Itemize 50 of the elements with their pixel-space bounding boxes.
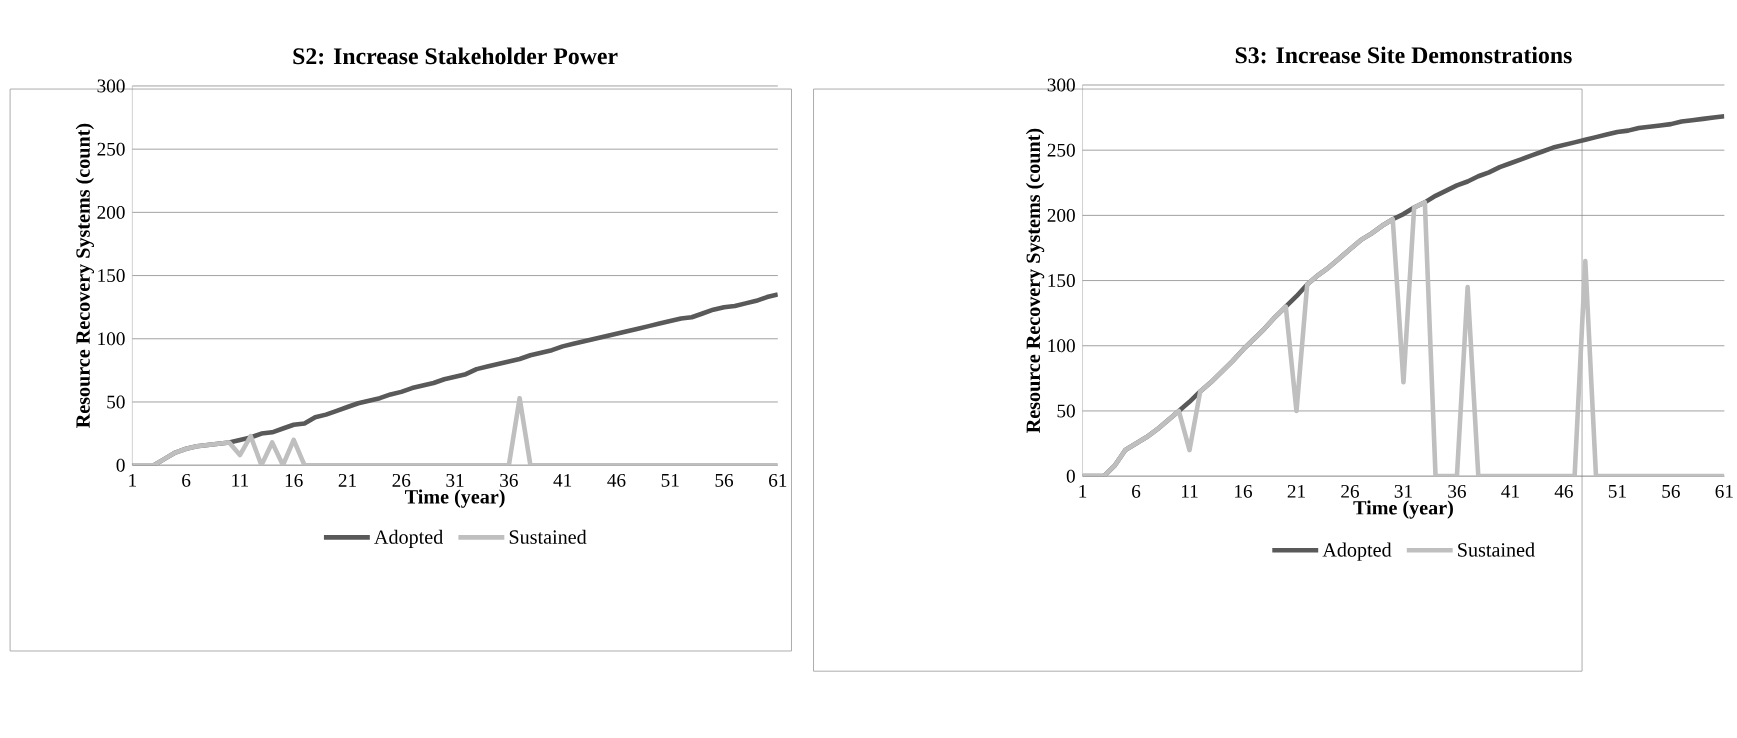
- x-tick-label: 26: [1341, 484, 1360, 498]
- y-tick-label: 200: [97, 205, 125, 219]
- y-tick-label: 0: [1066, 469, 1075, 483]
- x-tick-label: 46: [1554, 484, 1573, 498]
- x-tick-label: 31: [1394, 484, 1412, 498]
- y-axis-title: Resource Recovery Systems (count): [75, 123, 95, 428]
- y-tick-label: 100: [98, 332, 125, 346]
- x-tick-label: 56: [715, 473, 734, 487]
- legend-label: Sustained: [1458, 542, 1535, 557]
- x-tick-label: 41: [1501, 484, 1519, 498]
- y-tick-label: 150: [98, 268, 125, 282]
- legend-label: Adopted: [374, 529, 444, 548]
- x-tick-label: 6: [182, 473, 191, 487]
- x-axis-title: Time (year): [1353, 500, 1453, 519]
- y-tick-label: 150: [1048, 273, 1075, 287]
- x-tick-label: 11: [1181, 484, 1198, 498]
- x-tick-label: 21: [338, 473, 356, 487]
- x-tick-label: 51: [661, 473, 679, 487]
- x-tick-label: 61: [1715, 484, 1733, 498]
- legend-label: Sustained: [509, 529, 587, 544]
- y-tick-label: 250: [1047, 143, 1075, 157]
- x-tick-label: 36: [1448, 484, 1466, 498]
- x-tick-label: 31: [446, 473, 464, 487]
- x-tick-label: 1: [1079, 484, 1087, 498]
- x-tick-label: 61: [769, 473, 787, 487]
- y-tick-label: 250: [97, 142, 125, 156]
- x-tick-label: 51: [1608, 484, 1626, 498]
- y-axis-title: Resource Recovery Systems (count): [1025, 128, 1045, 433]
- chart-title: S2: Increase Stakeholder Power: [293, 47, 618, 65]
- x-tick-label: 16: [1235, 484, 1253, 498]
- x-tick-label: 6: [1132, 484, 1141, 498]
- legend-label: Adopted: [1322, 542, 1392, 561]
- y-tick-label: 50: [107, 395, 125, 409]
- y-tick-label: 300: [1047, 78, 1075, 92]
- y-tick-label: 300: [97, 79, 125, 93]
- x-tick-label: 56: [1662, 484, 1680, 498]
- x-axis-title: Time (year): [405, 489, 505, 508]
- chart-title: S3: Increase Site Demonstrations: [1235, 46, 1572, 64]
- x-tick-label: 11: [232, 473, 249, 487]
- x-tick-label: 16: [285, 473, 303, 487]
- y-tick-label: 0: [116, 458, 125, 472]
- x-tick-label: 26: [392, 473, 411, 487]
- x-tick-label: 21: [1287, 484, 1305, 498]
- y-tick-label: 200: [1047, 208, 1075, 222]
- x-tick-label: 46: [607, 473, 626, 487]
- y-tick-label: 50: [1057, 404, 1075, 418]
- x-tick-label: 36: [500, 473, 518, 487]
- x-tick-label: 41: [553, 473, 572, 487]
- x-tick-label: 1: [129, 473, 136, 487]
- y-tick-label: 100: [1048, 339, 1075, 353]
